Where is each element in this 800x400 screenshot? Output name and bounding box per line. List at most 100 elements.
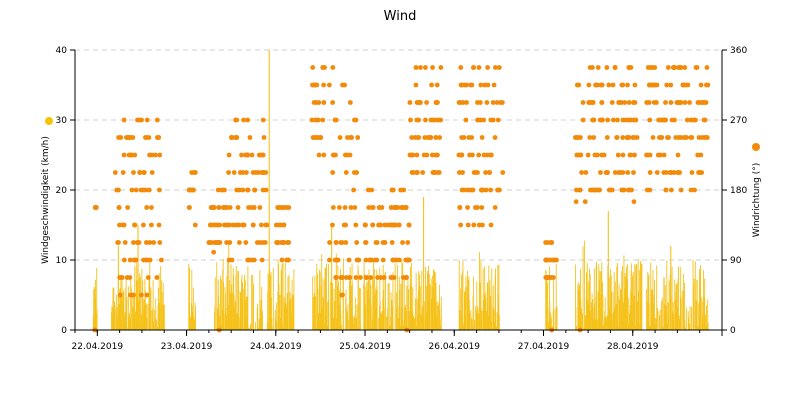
axes: 0 10 20 30 40 0 90 180 270 360 22.04.2019 23.04.201… [56, 46, 748, 352]
direction-point [471, 222, 477, 228]
speed-bar [119, 288, 121, 330]
speed-bar [337, 265, 339, 330]
speed-bar [359, 287, 360, 330]
speed-bar [599, 294, 601, 330]
speed-bar [596, 261, 598, 330]
speed-bar [556, 306, 558, 330]
direction-point [479, 205, 485, 210]
direction-point [604, 135, 610, 140]
speed-bar [160, 266, 162, 330]
direction-point [435, 152, 440, 158]
speed-bar [661, 300, 663, 330]
speed-bar [127, 286, 129, 330]
speed-bar [276, 321, 278, 330]
speed-bar [627, 264, 629, 330]
direction-point [488, 187, 494, 193]
speed-bar [345, 307, 347, 330]
direction-point [333, 275, 339, 280]
speed-bar [396, 264, 398, 330]
x-tick-label: 24.04.2019 [250, 342, 302, 352]
direction-point [321, 100, 327, 105]
direction-point [612, 170, 618, 175]
direction-point [391, 275, 397, 280]
direction-point [382, 240, 388, 245]
speed-bar [607, 211, 609, 330]
direction-point [284, 257, 289, 263]
direction-point [321, 152, 327, 158]
direction-point [217, 222, 223, 228]
speed-bar [240, 292, 242, 330]
direction-point [627, 65, 632, 70]
speed-bar [214, 277, 216, 330]
speed-bar [602, 295, 604, 330]
direction-point [620, 170, 626, 175]
direction-point [358, 275, 363, 280]
direction-point [253, 170, 259, 175]
speed-bar [399, 289, 401, 330]
direction-point [117, 292, 123, 298]
speed-bar [259, 270, 261, 330]
direction-point [390, 257, 396, 263]
direction-point [619, 82, 625, 88]
speed-bar [628, 314, 630, 330]
direction-point [689, 135, 695, 140]
speed-bar [694, 261, 696, 330]
speed-bar [680, 297, 682, 330]
direction-point [668, 170, 674, 175]
speed-bar [155, 298, 157, 330]
direction-point [590, 117, 596, 123]
speed-bar [247, 327, 249, 330]
direction-point [241, 117, 247, 123]
speed-bar [335, 253, 337, 330]
direction-point [127, 292, 133, 298]
direction-point [414, 170, 420, 175]
speed-bar [335, 278, 337, 330]
speed-bar [143, 299, 145, 330]
direction-point [703, 100, 709, 105]
direction-legend-dot [752, 143, 760, 151]
speed-bar [286, 293, 288, 330]
direction-point [147, 152, 152, 158]
direction-point [695, 152, 701, 158]
speed-bar [146, 317, 148, 330]
speed-bar [238, 327, 240, 330]
speed-bar [496, 312, 498, 330]
direction-point [225, 222, 231, 228]
speed-bar [429, 284, 431, 330]
direction-point [703, 135, 709, 140]
speed-bar [123, 289, 125, 330]
speed-bar [260, 299, 262, 330]
speed-bar [121, 296, 123, 330]
direction-point [144, 135, 149, 140]
direction-point [412, 135, 418, 140]
speed-bar [586, 262, 588, 330]
direction-point [645, 65, 651, 70]
speed-bar [388, 283, 390, 330]
speed-bar [660, 309, 662, 330]
direction-point [587, 135, 593, 140]
speed-bar [319, 271, 321, 330]
speed-bar [611, 291, 613, 330]
direction-point [257, 205, 263, 210]
speed-bar [218, 303, 220, 330]
speed-bar [439, 308, 441, 330]
direction-point [388, 222, 393, 228]
direction-point [659, 135, 665, 140]
speed-bar [666, 301, 668, 330]
speed-bar [432, 269, 434, 330]
speed-bar [696, 279, 698, 330]
speed-bar [662, 297, 664, 330]
direction-point [682, 65, 688, 70]
speed-bar [379, 267, 381, 330]
direction-point [671, 65, 677, 70]
speed-bar [231, 284, 233, 330]
direction-point [699, 170, 705, 175]
speed-bar [288, 274, 290, 330]
speed-bar [615, 304, 617, 330]
speed-bar [413, 315, 414, 330]
speed-bar [115, 294, 117, 330]
direction-point [650, 135, 656, 140]
direction-point [365, 187, 371, 193]
direction-point [363, 222, 368, 228]
speed-bar [459, 309, 461, 330]
